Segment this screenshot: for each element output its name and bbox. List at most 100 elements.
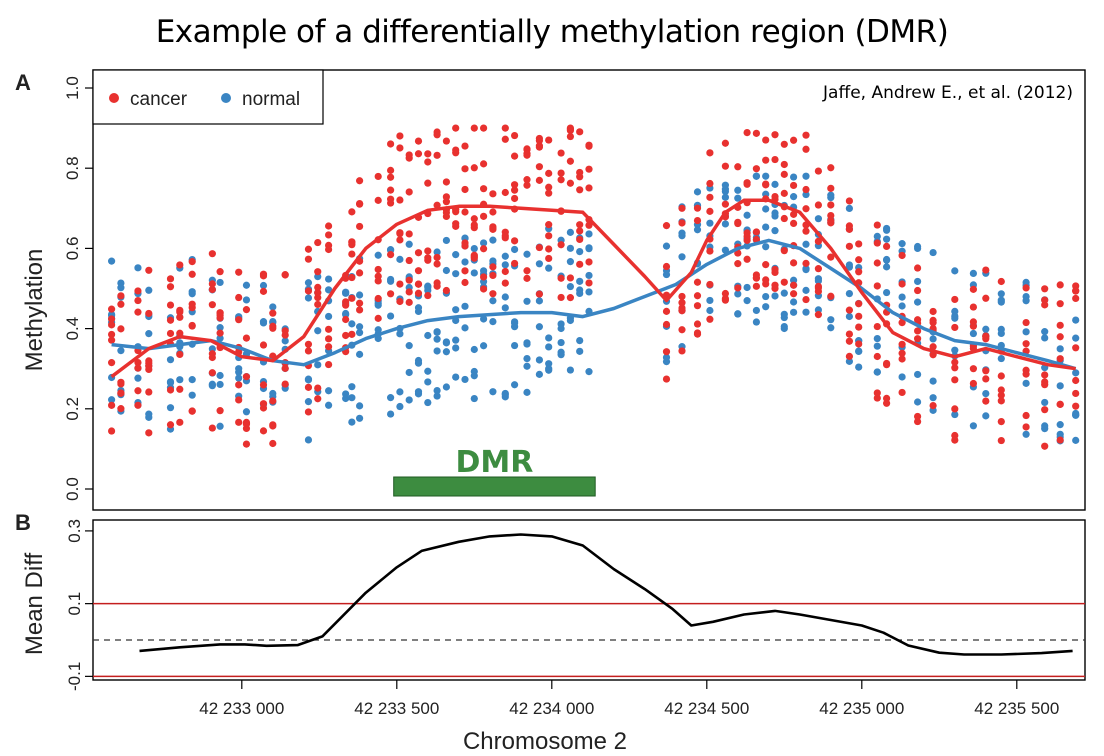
cancer-point (242, 420, 251, 428)
normal-point (452, 306, 460, 314)
normal-point (325, 275, 333, 283)
normal-point (802, 190, 810, 199)
cancer-point (545, 136, 553, 144)
normal-point (523, 354, 531, 363)
cancer-point (396, 297, 404, 306)
cancer-point (325, 231, 333, 239)
cancer-point (348, 330, 356, 338)
normal-point (523, 362, 531, 370)
normal-point (387, 410, 395, 418)
cancer-point (342, 315, 350, 324)
cancer-point (242, 334, 251, 342)
normal-point (845, 204, 854, 213)
normal-point (442, 266, 450, 275)
normal-point (929, 335, 937, 343)
normal-point (405, 240, 413, 248)
x-tick-label: 42 235 000 (819, 699, 904, 718)
cancer-point (108, 401, 116, 409)
normal-point (314, 327, 322, 335)
normal-point (501, 389, 509, 398)
normal-point (855, 363, 863, 371)
cancer-point (576, 186, 584, 194)
normal-point (734, 186, 742, 194)
cancer-point (951, 295, 959, 304)
cancer-point (414, 150, 423, 158)
x-axis: 42 233 000 42 233 500 42 234 000 42 234 500… (199, 680, 1059, 718)
cancer-point (678, 219, 686, 227)
cancer-point (855, 268, 863, 276)
cancer-point (166, 316, 175, 324)
normal-point (585, 230, 593, 238)
cancer-point (216, 329, 224, 337)
cancer-point (855, 300, 863, 308)
normal-point (348, 383, 356, 391)
cancer-point (873, 282, 881, 290)
normal-point (461, 302, 469, 310)
cancer-point (259, 341, 268, 349)
cancer-point (166, 421, 175, 429)
cancer-point (387, 166, 395, 174)
cancer-point (743, 128, 751, 137)
cancer-point (693, 204, 702, 212)
normal-point (997, 354, 1005, 363)
cancer-point (304, 347, 313, 355)
cancer-point (997, 397, 1005, 405)
cancer-point (424, 291, 432, 300)
normal-point (771, 292, 779, 300)
normal-point (535, 323, 544, 331)
cancer-point (855, 312, 863, 320)
normal-point (501, 261, 509, 269)
normal-point (997, 290, 1005, 298)
normal-point (576, 248, 584, 256)
cancer-point (855, 240, 863, 248)
cancer-point (721, 139, 730, 147)
cancer-point (771, 131, 779, 139)
normal-point (576, 289, 584, 297)
normal-point (304, 294, 313, 302)
cancer-point (442, 178, 450, 186)
normal-point (898, 240, 906, 248)
cancer-point (721, 296, 730, 304)
cancer-point (1072, 294, 1080, 303)
normal-point (470, 394, 478, 403)
cancer-point (1022, 411, 1030, 420)
normal-point (802, 308, 810, 316)
cancer-point (208, 285, 216, 294)
normal-point (585, 271, 593, 280)
normal-point (762, 205, 770, 213)
normal-point (480, 239, 488, 247)
cancer-point (304, 383, 313, 391)
cancer-point (281, 327, 289, 335)
cancer-point (145, 429, 153, 437)
normal-point (108, 396, 116, 404)
cancer-point (501, 234, 509, 242)
cancer-point (108, 427, 116, 435)
cancer-point (523, 150, 531, 158)
cancer-point (762, 181, 770, 189)
cancer-point (814, 265, 823, 273)
cancer-point (1056, 321, 1064, 329)
dmr-annotation: DMR (393, 445, 596, 497)
normal-point (1072, 316, 1080, 324)
cancer-point (951, 323, 959, 332)
cancer-point (325, 245, 333, 254)
normal-point (510, 341, 519, 350)
cancer-point (433, 253, 441, 262)
cancer-point (545, 221, 553, 229)
cancer-point (914, 335, 922, 343)
x-tick-label: 42 233 500 (354, 699, 439, 718)
cancer-point (1056, 300, 1064, 308)
cancer-point (414, 280, 423, 288)
normal-point (396, 330, 404, 338)
normal-point (545, 360, 553, 368)
cancer-point (855, 256, 863, 264)
cancer-point (873, 389, 881, 397)
cancer-point (802, 131, 810, 139)
cancer-point (304, 287, 313, 295)
cancer-point (356, 177, 364, 185)
normal-point (743, 297, 751, 305)
cancer-point (176, 313, 184, 321)
cancer-point (780, 278, 788, 286)
normal-point (566, 366, 575, 374)
